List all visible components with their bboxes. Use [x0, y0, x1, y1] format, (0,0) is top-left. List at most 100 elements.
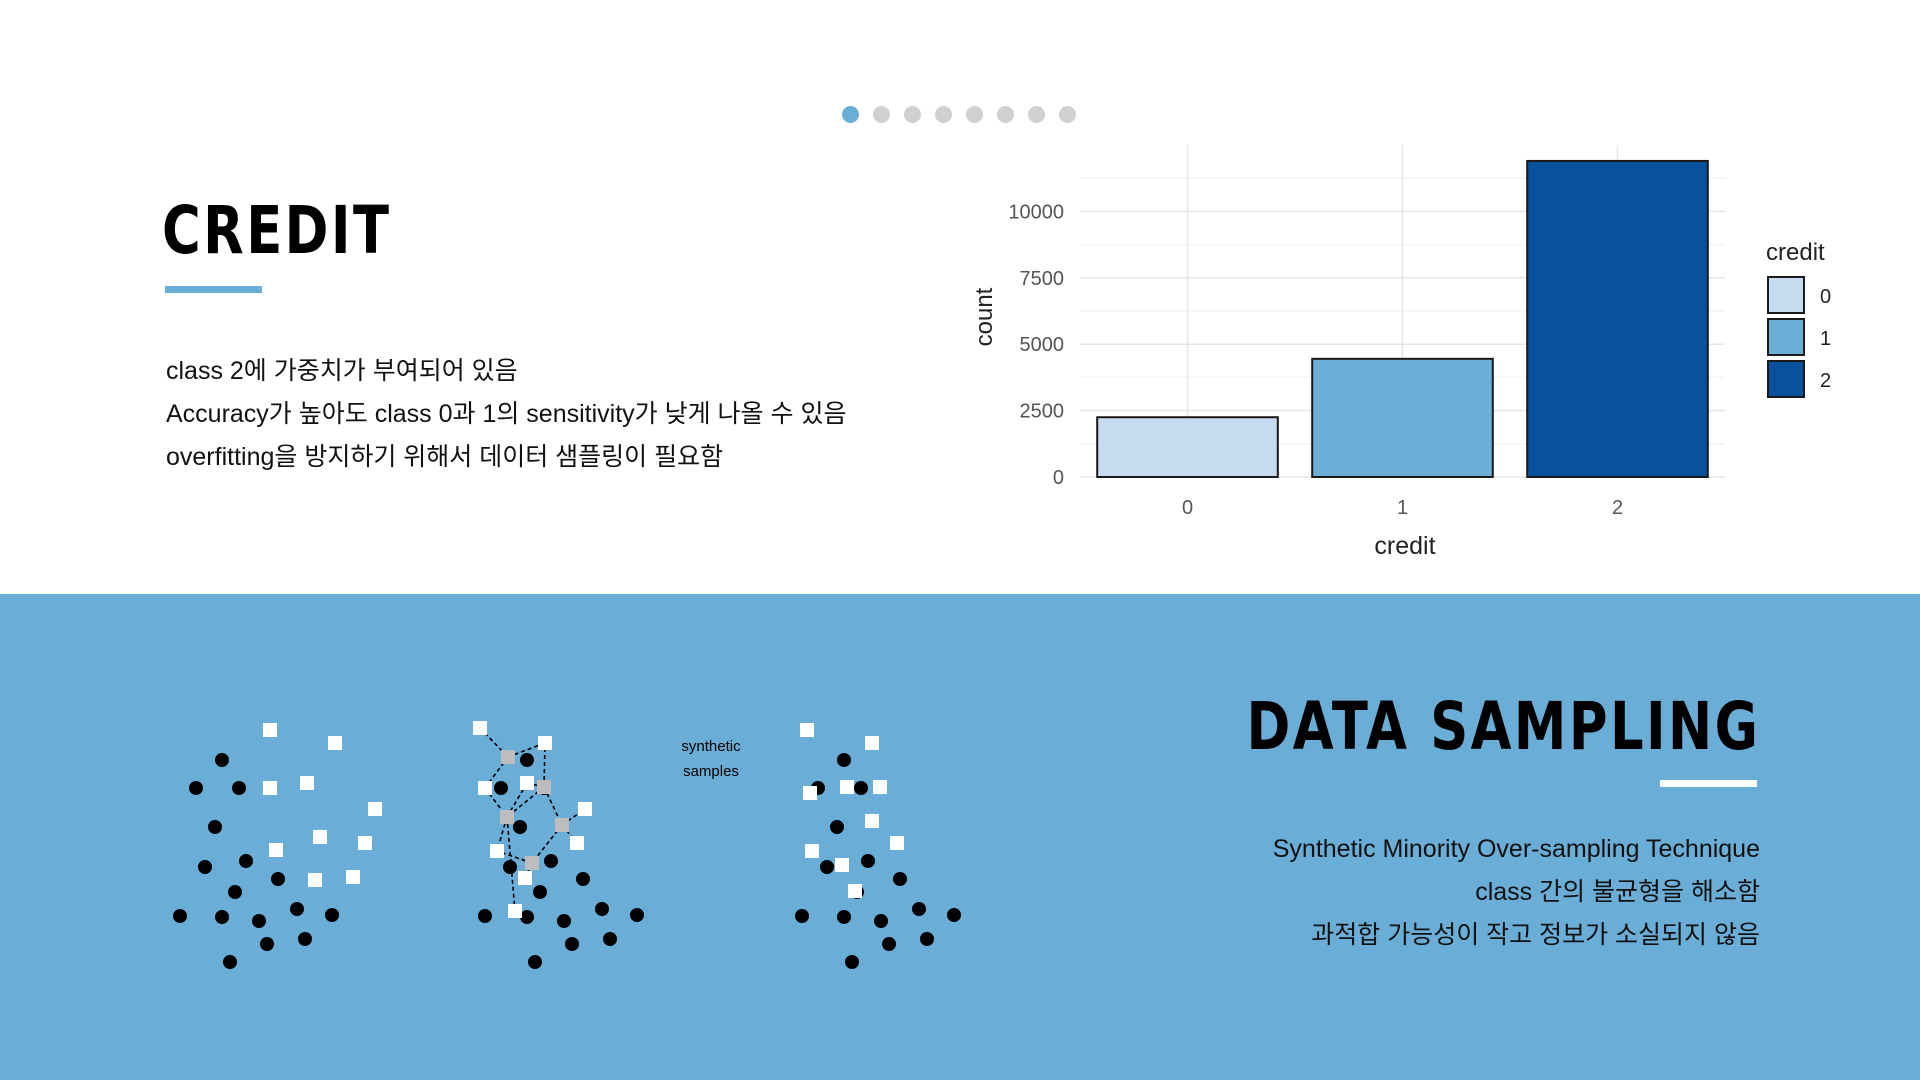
- minority-sample: [300, 776, 314, 790]
- majority-sample: [271, 872, 285, 886]
- majority-sample: [837, 910, 851, 924]
- legend-label: 0: [1820, 286, 1831, 308]
- legend-label: 2: [1820, 370, 1831, 392]
- bar-credit-1: [1311, 357, 1494, 478]
- minority-sample: [478, 781, 492, 795]
- legend-label: 1: [1820, 328, 1831, 350]
- synthetic-label: synthetic: [681, 738, 741, 755]
- majority-sample: [215, 753, 229, 767]
- smote-diagram: synthetic samples: [173, 721, 961, 969]
- pagination-dot-4[interactable]: [935, 106, 952, 123]
- credit-line-1: class 2에 가중치가 부여되어 있음: [166, 357, 518, 385]
- minority-sample: [263, 781, 277, 795]
- minority-sample: [520, 776, 534, 790]
- minority-sample: [865, 814, 879, 828]
- y-tick-label: 5000: [1020, 334, 1065, 356]
- majority-sample: [854, 781, 868, 795]
- majority-sample: [603, 932, 617, 946]
- majority-sample: [520, 753, 534, 767]
- majority-sample: [173, 909, 187, 923]
- majority-sample: [893, 872, 907, 886]
- majority-sample: [503, 860, 517, 874]
- majority-sample: [544, 854, 558, 868]
- chart-x-label: credit: [1374, 532, 1435, 560]
- pagination-dot-6[interactable]: [997, 106, 1014, 123]
- majority-sample: [215, 910, 229, 924]
- pagination-dot-7[interactable]: [1028, 106, 1045, 123]
- minority-sample: [873, 780, 887, 794]
- legend-swatch-2: [1767, 360, 1805, 398]
- credit-bar-chart: 0 2500 5000 7500 10000 0 1 2 count credit cred…: [971, 145, 1831, 560]
- majority-sample: [189, 781, 203, 795]
- minority-sample: [805, 844, 819, 858]
- majority-sample: [298, 932, 312, 946]
- minority-sample: [328, 736, 342, 750]
- majority-sample: [630, 908, 644, 922]
- minority-sample: [848, 884, 862, 898]
- y-tick-label: 10000: [1008, 201, 1064, 223]
- x-tick-label: 2: [1612, 497, 1623, 519]
- majority-sample: [861, 854, 875, 868]
- pagination-dot-2[interactable]: [873, 106, 890, 123]
- y-tick-label: 0: [1053, 467, 1064, 489]
- majority-sample: [837, 753, 851, 767]
- majority-sample: [830, 820, 844, 834]
- majority-sample: [820, 860, 834, 874]
- minority-sample: [490, 844, 504, 858]
- majority-sample: [198, 860, 212, 874]
- slide-pagination: [842, 106, 1076, 123]
- minority-sample: [368, 802, 382, 816]
- pagination-dot-5[interactable]: [966, 106, 983, 123]
- interpolation-link: [543, 742, 546, 788]
- pagination-dot-3[interactable]: [904, 106, 921, 123]
- bar-credit-0: [1096, 416, 1279, 478]
- credit-description: class 2에 가중치가 부여되어 있음 Accuracy가 높아도 clas…: [166, 350, 846, 479]
- majority-sample: [232, 781, 246, 795]
- majority-sample: [795, 909, 809, 923]
- minority-sample: [835, 858, 849, 872]
- majority-sample: [260, 937, 274, 951]
- majority-sample: [565, 937, 579, 951]
- minority-sample: [800, 723, 814, 737]
- legend-swatch-0: [1767, 276, 1805, 314]
- majority-sample: [494, 781, 508, 795]
- x-tick-label: 0: [1182, 497, 1193, 519]
- minority-sample: [890, 836, 904, 850]
- credit-line-3: overfitting을 방지하기 위해서 데이터 샘플링이 필요함: [166, 443, 724, 471]
- majority-sample: [228, 885, 242, 899]
- majority-sample: [920, 932, 934, 946]
- pagination-dot-8[interactable]: [1059, 106, 1076, 123]
- minority-sample: [803, 786, 817, 800]
- chart-legend: credit 0 1 2: [1766, 239, 1831, 398]
- diagram-balanced: [795, 723, 961, 969]
- majority-sample: [557, 914, 571, 928]
- minority-sample: [473, 721, 487, 735]
- sampling-title-underline: [1660, 780, 1757, 787]
- pagination-dot-1[interactable]: [842, 106, 859, 123]
- majority-sample: [208, 820, 222, 834]
- majority-sample: [290, 902, 304, 916]
- majority-sample: [223, 955, 237, 969]
- synthetic-sample: [501, 750, 515, 764]
- majority-sample: [513, 820, 527, 834]
- majority-sample: [528, 955, 542, 969]
- sampling-line-2: class 간의 불균형을 해소함: [1475, 878, 1760, 906]
- minority-sample: [508, 904, 522, 918]
- diagram-synthesis: [473, 721, 644, 969]
- minority-sample: [313, 830, 327, 844]
- majority-sample: [239, 854, 253, 868]
- minority-sample: [865, 736, 879, 750]
- x-tick-label: 1: [1397, 497, 1408, 519]
- majority-sample: [947, 908, 961, 922]
- majority-sample: [576, 872, 590, 886]
- minority-sample: [578, 802, 592, 816]
- majority-sample: [325, 908, 339, 922]
- interpolation-link: [506, 816, 516, 912]
- legend-title: credit: [1766, 239, 1825, 266]
- chart-y-label: count: [971, 287, 998, 346]
- minority-sample: [263, 723, 277, 737]
- bar-credit-2: [1526, 159, 1709, 478]
- legend-swatch-1: [1767, 318, 1805, 356]
- y-tick-label: 2500: [1020, 401, 1065, 423]
- majority-sample: [912, 902, 926, 916]
